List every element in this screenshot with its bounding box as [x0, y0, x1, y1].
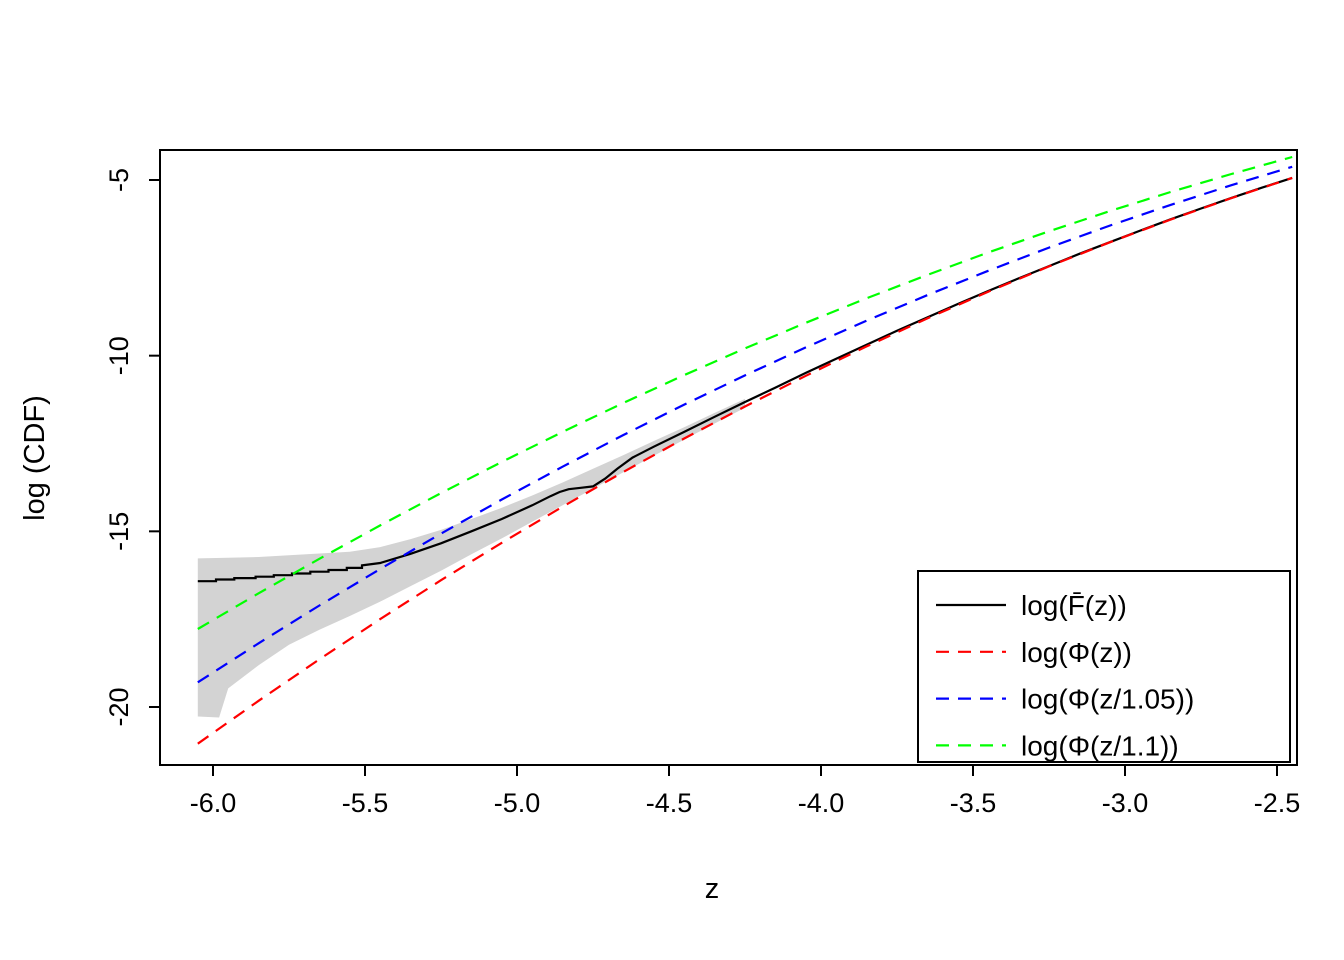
- x-tick-label: -4.0: [798, 788, 845, 818]
- series-layer: [197, 155, 1293, 745]
- x-tick-label: -5.5: [342, 788, 389, 818]
- x-tick-label: -2.5: [1254, 788, 1301, 818]
- y-tick-label: -5: [104, 168, 134, 192]
- legend-label-phi-1-05: log(Φ(z/1.05)): [1021, 684, 1194, 715]
- band-layer: [197, 398, 746, 718]
- axes-layer: -6.0 -5.5 -5.0 -4.5 -4.0 -3.5 -3.0 -2.5 -5 -10 -15…: [104, 168, 1300, 818]
- legend-label-empirical: log(F̄(z)): [1021, 590, 1127, 621]
- x-tick-label: -6.0: [190, 788, 237, 818]
- legend-label-phi-1-1: log(Φ(z/1.1)): [1021, 730, 1179, 761]
- legend-box: [917, 570, 1291, 763]
- x-tick-label: -3.5: [950, 788, 997, 818]
- series-phi-1-05-line: [197, 165, 1293, 684]
- legend-layer: log(F̄(z)) log(Φ(z)) log(Φ(z/1.05)) log(Φ(z…: [917, 570, 1291, 763]
- series-empirical-line: [197, 176, 1293, 583]
- series-phi-1-1-line: [197, 155, 1293, 630]
- confidence-band: [197, 398, 746, 718]
- x-axis-label: z: [705, 873, 720, 905]
- x-tick-label: -4.5: [646, 788, 693, 818]
- y-tick-label: -10: [104, 336, 134, 375]
- y-tick-label: -15: [104, 512, 134, 551]
- x-tick-label: -3.0: [1102, 788, 1149, 818]
- y-axis-label: log (CDF): [19, 395, 51, 521]
- y-tick-label: -20: [104, 687, 134, 726]
- series-phi-line: [197, 176, 1293, 745]
- x-tick-label: -5.0: [494, 788, 541, 818]
- legend-label-phi: log(Φ(z)): [1021, 637, 1132, 668]
- plot-border: [159, 149, 1298, 766]
